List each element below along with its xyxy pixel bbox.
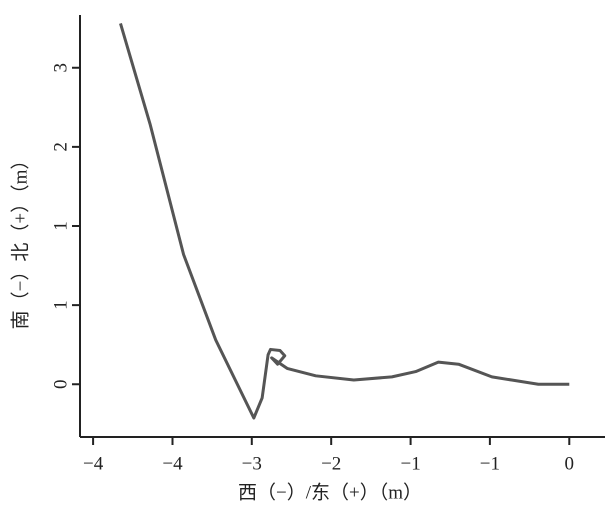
y-tick-label: 3 xyxy=(50,63,71,73)
x-tick-label: −2 xyxy=(321,453,341,474)
x-tick-label: 0 xyxy=(565,453,575,474)
x-tick-label: −4 xyxy=(83,453,104,474)
x-tick-label: −4 xyxy=(162,453,183,474)
data-line xyxy=(119,23,570,420)
y-tick-label: 1 xyxy=(50,300,71,310)
y-tick-label: 2 xyxy=(50,142,71,152)
x-tick-label: −3 xyxy=(242,453,262,474)
y-tick-label: 1 xyxy=(50,221,71,231)
x-axis-label: 西（−）/东（+）（m） xyxy=(238,481,422,503)
x-tick-label: −1 xyxy=(480,453,500,474)
y-axis-label: 南（−）北（+）（m） xyxy=(9,151,31,330)
y-tick-label: 0 xyxy=(50,380,71,390)
x-tick-label: −1 xyxy=(400,453,420,474)
